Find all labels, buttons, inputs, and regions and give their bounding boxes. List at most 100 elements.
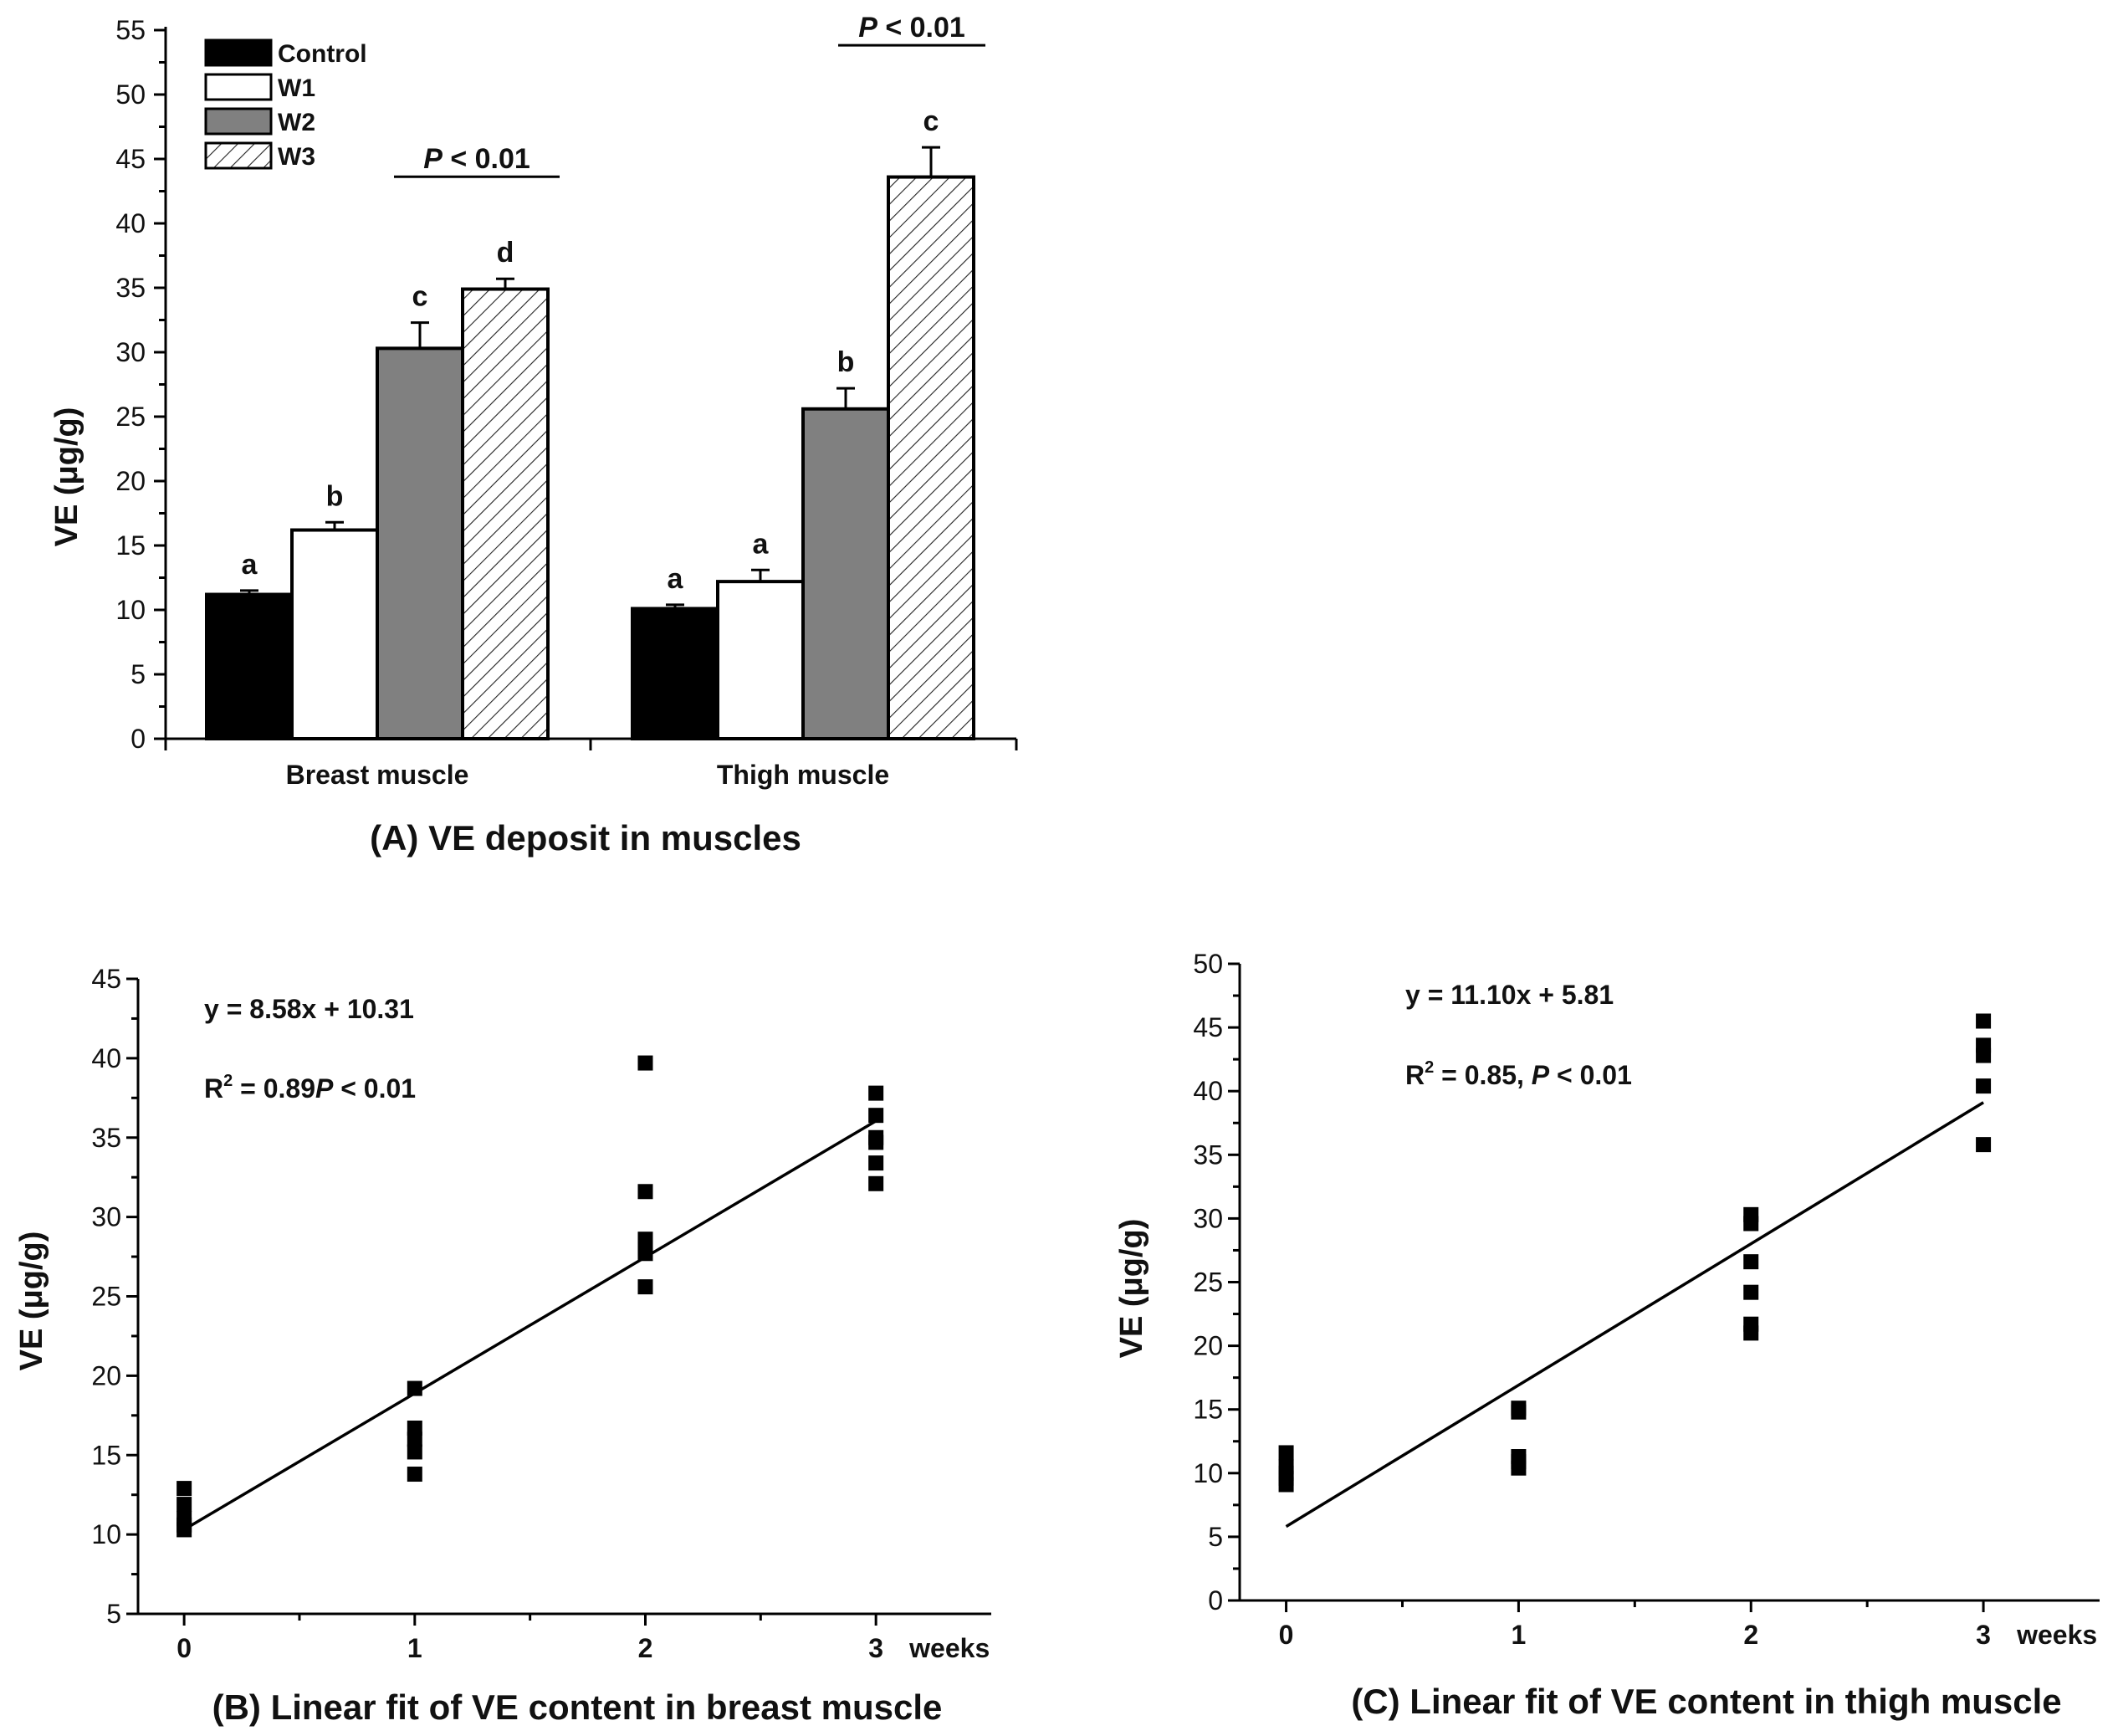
- significance-letter: c: [412, 281, 428, 313]
- panel-b-data-point: [176, 1497, 192, 1513]
- panel-b-data-point: [176, 1481, 192, 1497]
- panel-b-data-point: [407, 1431, 422, 1447]
- legend-label-w3: W3: [278, 143, 315, 171]
- panel-a-y-tick-label: 40: [115, 208, 146, 238]
- panel-c-scatter-chart: VE (μg/g) 0 5 10 15 20 25 30 35 40 45 50 0 1 2 3 weeks y…: [1114, 949, 2100, 1721]
- bar-w2-breast: [376, 346, 464, 740]
- panel-c-data-point: [1743, 1325, 1759, 1341]
- panel-c-data-point: [1511, 1404, 1527, 1420]
- legend-label-w1: W1: [278, 74, 315, 102]
- panel-b-x-tick-label: 1: [407, 1633, 422, 1663]
- panel-c-y-tick-label: 15: [1193, 1395, 1223, 1425]
- panel-b-y-tick-label: 25: [91, 1282, 121, 1312]
- legend-swatch-control: [204, 38, 273, 67]
- panel-c-x-tick-label: 1: [1512, 1620, 1527, 1650]
- panel-c-data-point: [1976, 1137, 1992, 1153]
- panel-b-data-point: [637, 1055, 653, 1071]
- panel-b-y-tick-label: 45: [91, 964, 121, 994]
- panel-b-data-point: [868, 1085, 884, 1101]
- panel-a-caption: (A) VE deposit in muscles: [370, 818, 801, 858]
- panel-b-x-tick-label: 3: [868, 1633, 883, 1663]
- panel-a-y-tick-label: 25: [115, 402, 146, 432]
- panel-a-y-tick-label: 15: [115, 530, 146, 561]
- panel-c-x-tick-label: 2: [1743, 1620, 1758, 1650]
- bar-control-breast: [205, 592, 294, 741]
- panel-c-y-tick-label: 30: [1193, 1203, 1223, 1233]
- panel-b-data-point: [868, 1108, 884, 1124]
- panel-c-fit-line: [1285, 1101, 1984, 1529]
- panel-a-bar-chart: VE (μg/g) 0 5 10 15 20 25 30 35 40 45 50 55 a b c d Bre…: [49, 12, 1018, 858]
- bar-w1-breast: [290, 528, 379, 741]
- panel-b-y-tick-label: 20: [91, 1360, 121, 1390]
- panel-c-data-point: [1278, 1445, 1294, 1461]
- panel-b-y-tick-label: 15: [91, 1440, 121, 1470]
- significance-letter: a: [242, 549, 258, 581]
- panel-a-y-tick-label: 55: [115, 15, 146, 45]
- panel-c-data-point: [1976, 1013, 1992, 1029]
- panel-b-data-point: [407, 1380, 422, 1396]
- panel-b-data-point: [176, 1522, 192, 1538]
- panel-b-data-point: [868, 1175, 884, 1191]
- panel-b-data-point: [868, 1155, 884, 1171]
- legend-label-w2: W2: [278, 109, 315, 136]
- panel-c-data-point: [1976, 1047, 1992, 1063]
- bar-control-thigh: [631, 607, 719, 741]
- panel-b-data-point: [407, 1467, 422, 1483]
- bar-w3-thigh: [887, 175, 975, 740]
- legend-swatch-w1: [204, 73, 273, 101]
- p-value-label: P < 0.01: [423, 143, 530, 175]
- panel-c-y-tick-label: 10: [1193, 1458, 1223, 1488]
- p-value-label: P < 0.01: [858, 12, 965, 44]
- panel-a-y-tick-label: 45: [115, 144, 146, 174]
- panel-a-y-tick-label: 30: [115, 337, 146, 367]
- panel-a-y-tick-label: 0: [130, 724, 146, 754]
- panel-c-data-point: [1743, 1254, 1759, 1270]
- panel-c-equation: y = 11.10x + 5.81: [1405, 980, 1614, 1010]
- significance-letter: b: [326, 480, 344, 512]
- panel-c-y-tick-label: 25: [1193, 1267, 1223, 1298]
- panel-a-y-tick-label: 10: [115, 595, 146, 625]
- panel-b-scatter-chart: VE (μg/g) 5 10 15 20 25 30 35 40 45 0 1 2 3 weeks y = …: [14, 964, 991, 1727]
- panel-c-data-point: [1743, 1216, 1759, 1232]
- panel-c-y-tick-label: 20: [1193, 1331, 1223, 1361]
- panel-c-x-unit-label: weeks: [2016, 1620, 2097, 1650]
- panel-c-y-tick-label: 45: [1193, 1012, 1223, 1042]
- panel-b-data-point: [637, 1246, 653, 1262]
- panel-c-data-point: [1511, 1460, 1527, 1476]
- panel-a-y-tick-label: 35: [115, 273, 146, 303]
- panel-c-data-point: [1278, 1477, 1294, 1493]
- panel-b-equation: y = 8.58x + 10.31: [204, 994, 414, 1024]
- panel-b-x-tick-label: 2: [638, 1633, 653, 1663]
- panel-b-r-squared: R2 = 0.89P < 0.01: [204, 1072, 416, 1104]
- panel-b-x-tick-label: 0: [176, 1633, 192, 1663]
- panel-a-legend: Control W1 W2 W3: [204, 38, 367, 171]
- panel-b-y-tick-label: 35: [91, 1123, 121, 1153]
- panel-c-y-axis-label: VE (μg/g): [1114, 1219, 1149, 1359]
- panel-c-data-point: [1743, 1284, 1759, 1300]
- legend-label-control: Control: [278, 40, 367, 68]
- panel-c-y-tick-label: 40: [1193, 1076, 1223, 1106]
- panel-b-y-tick-label: 10: [91, 1519, 121, 1549]
- panel-a-x-tick-label: Breast muscle: [286, 760, 469, 790]
- legend-swatch-w2: [204, 107, 273, 136]
- panel-b-fit-line: [183, 1119, 877, 1531]
- panel-c-x-tick-label: 3: [1976, 1620, 1991, 1650]
- panel-b-y-tick-label: 30: [91, 1202, 121, 1232]
- panel-a-y-tick-label: 50: [115, 79, 146, 110]
- panel-a-y-axis-label: VE (μg/g): [49, 407, 84, 547]
- panel-c-x-tick-label: 0: [1279, 1620, 1294, 1650]
- panel-b-data-point: [637, 1279, 653, 1295]
- bar-w3-breast: [461, 287, 550, 741]
- significance-letter: a: [668, 563, 684, 595]
- panel-a-y-tick-label: 5: [130, 659, 146, 689]
- panel-c-r-squared: R2 = 0.85, P < 0.01: [1405, 1058, 1632, 1090]
- panel-b-x-unit-label: weeks: [908, 1633, 990, 1663]
- bar-w1-thigh: [716, 580, 805, 740]
- panel-c-y-tick-label: 50: [1193, 949, 1223, 979]
- panel-b-data-point: [868, 1134, 884, 1150]
- panel-b-data-point: [637, 1184, 653, 1200]
- significance-letter: a: [753, 528, 770, 560]
- panel-c-data-point: [1976, 1078, 1992, 1094]
- panel-a-y-tick-label: 20: [115, 466, 146, 496]
